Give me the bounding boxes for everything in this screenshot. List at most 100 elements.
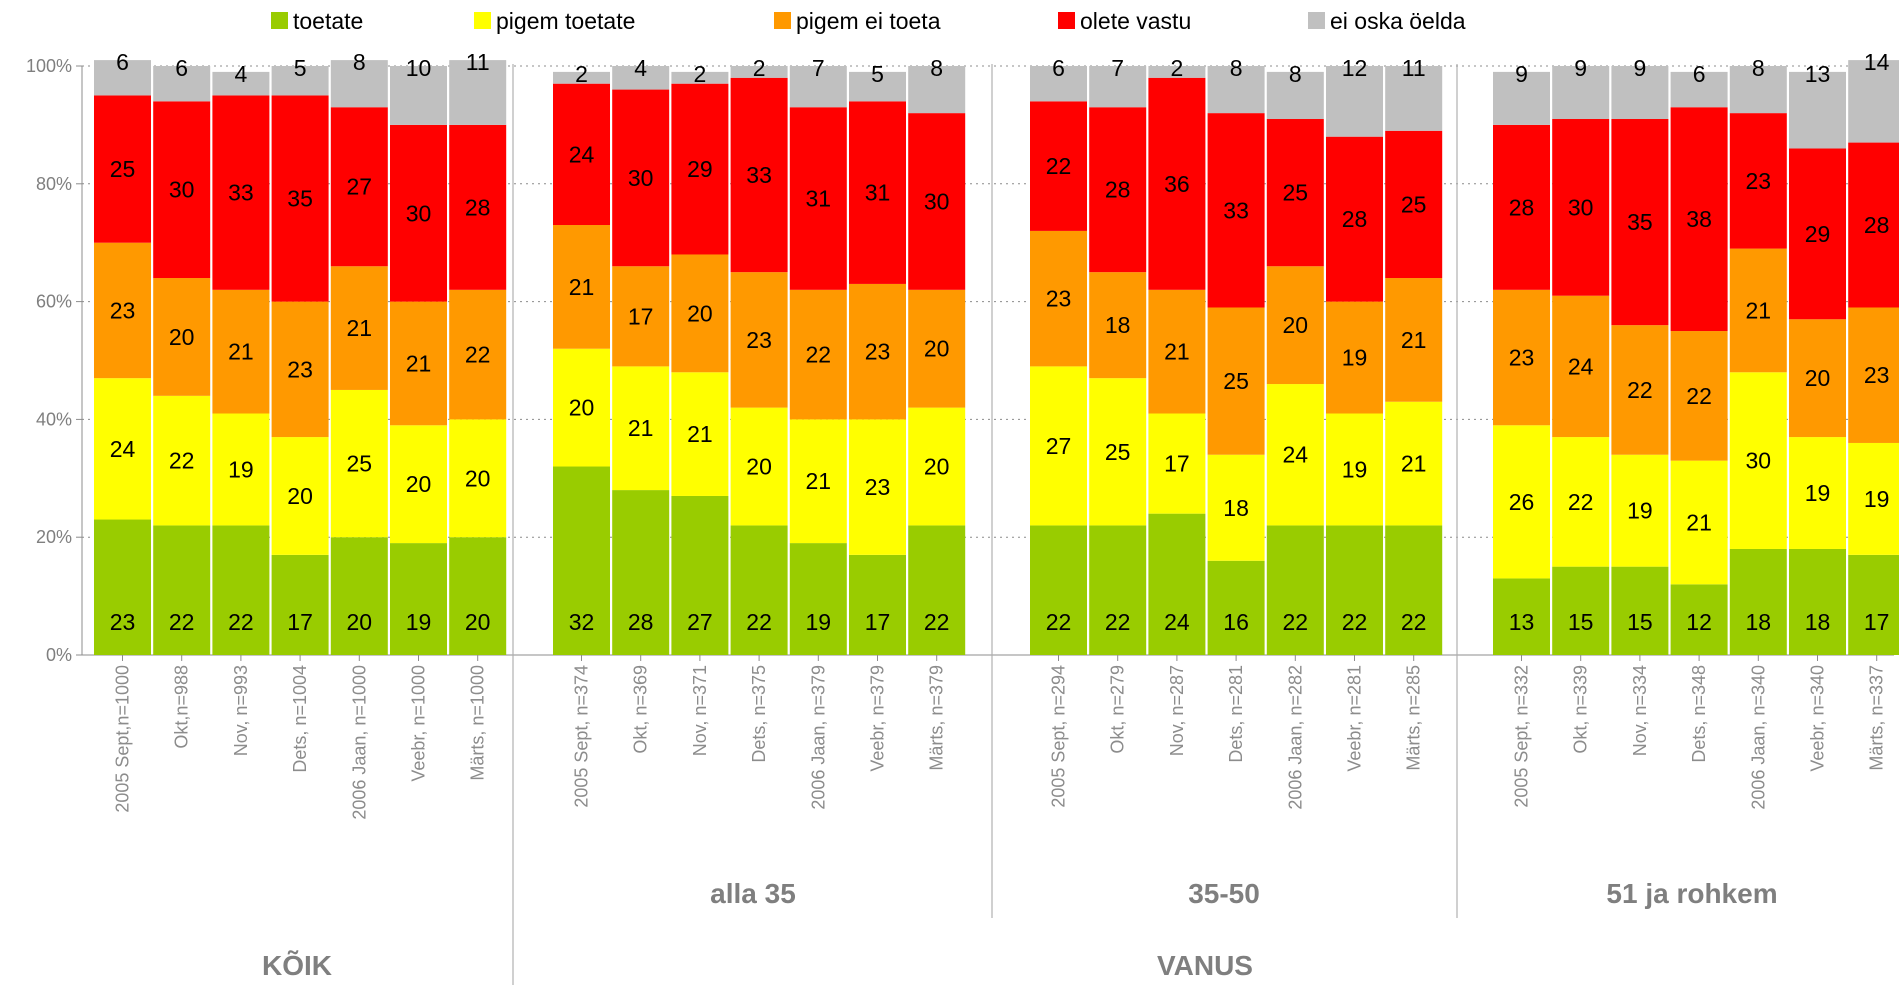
bar-segment (153, 525, 211, 655)
category-label: 2006 Jaan, n=282 (1285, 665, 1305, 810)
category-label: 2005 Sept,n=1000 (113, 665, 133, 813)
bar-segment (449, 537, 507, 655)
category-label: 2006 Jaan, n=379 (808, 665, 828, 810)
category-label: Nov, n=287 (1167, 665, 1187, 756)
data-label: 22 (1568, 489, 1594, 515)
data-label: 2 (1171, 55, 1184, 81)
bar-segment (1030, 230, 1087, 367)
data-label: 31 (865, 180, 891, 206)
data-label: 17 (287, 609, 313, 635)
legend-swatch (474, 12, 491, 29)
data-label: 15 (1627, 609, 1653, 635)
bar-segment (1266, 119, 1324, 267)
bar-segment (1207, 454, 1265, 561)
data-label: 25 (1401, 191, 1427, 217)
bar-segment (730, 525, 788, 655)
data-label: 19 (1864, 486, 1890, 512)
data-label: 11 (1402, 55, 1426, 81)
bar-segment (1670, 584, 1728, 655)
legend-label: pigem toetate (496, 8, 635, 34)
section-label: KÕIK (262, 950, 332, 981)
category-label: Okt,n=988 (172, 665, 192, 749)
bar-segment (330, 107, 388, 267)
data-label: 20 (746, 454, 772, 480)
bar-segment (1670, 71, 1728, 108)
data-label: 28 (465, 194, 491, 220)
data-label: 22 (806, 342, 832, 368)
data-label: 13 (1509, 609, 1535, 635)
bar-segment (1493, 289, 1550, 426)
data-label: 22 (228, 609, 254, 635)
category-label: 2005 Sept, n=332 (1512, 665, 1532, 808)
data-label: 27 (687, 609, 713, 635)
bar-segment (612, 266, 670, 367)
bar-segment (1729, 66, 1787, 114)
bar-segment (1611, 454, 1669, 567)
bar-segment (1385, 278, 1443, 402)
data-label: 22 (465, 342, 491, 368)
bar-segment (553, 348, 610, 467)
data-label: 21 (806, 468, 832, 494)
category-label: Märts, n=285 (1404, 665, 1424, 771)
data-label: 15 (1568, 609, 1594, 635)
data-label: 11 (466, 49, 490, 75)
bar-segment (789, 419, 847, 544)
data-label: 19 (806, 609, 832, 635)
bar-segment (1493, 124, 1550, 290)
bar-segment (212, 413, 270, 526)
bar-segment (908, 113, 966, 290)
data-label: 8 (1289, 61, 1302, 87)
bar-segment (271, 66, 329, 96)
y-tick-label: 40% (36, 409, 72, 429)
data-label: 33 (228, 180, 254, 206)
data-label: 23 (1864, 362, 1890, 388)
bar-segment (671, 71, 729, 84)
data-label: 22 (1401, 609, 1427, 635)
data-label: 18 (1105, 312, 1131, 338)
data-label: 12 (1342, 55, 1368, 81)
bar-segment (789, 543, 847, 655)
bar-segment (908, 407, 966, 526)
data-label: 6 (175, 55, 188, 81)
data-label: 38 (1686, 206, 1712, 232)
data-label: 21 (347, 315, 373, 341)
data-label: 13 (1805, 61, 1831, 87)
data-label: 24 (1283, 442, 1309, 468)
bar-segment (1670, 331, 1728, 461)
category-label: Veebr, n=281 (1345, 665, 1365, 772)
bar-segment (271, 554, 329, 655)
bar-segment (1148, 513, 1206, 655)
bar-segment (1611, 119, 1669, 326)
legend-label: toetate (293, 8, 363, 34)
category-label: Dets, n=281 (1226, 665, 1246, 763)
data-label: 21 (687, 421, 713, 447)
data-label: 21 (628, 415, 654, 441)
bar-segment (671, 372, 729, 496)
data-label: 25 (347, 451, 373, 477)
data-label: 20 (169, 324, 195, 350)
data-label: 24 (110, 436, 136, 462)
bar-segment (1552, 66, 1610, 120)
data-label: 24 (1164, 609, 1190, 635)
y-tick-label: 100% (26, 56, 72, 76)
category-label: Okt, n=369 (631, 665, 651, 754)
bar-segment (1148, 413, 1206, 514)
bar-segment (212, 71, 270, 96)
bar-segment (1266, 71, 1324, 120)
category-label: Märts, n=1000 (468, 665, 488, 781)
category-label: 2005 Sept, n=374 (572, 665, 592, 808)
data-label: 27 (347, 174, 373, 200)
bar-segment (449, 419, 507, 538)
data-label: 6 (1693, 61, 1706, 87)
data-label: 9 (1574, 55, 1587, 81)
data-label: 18 (1746, 609, 1772, 635)
legend-swatch (271, 12, 288, 29)
bar-segment (1729, 113, 1787, 249)
bar-segment (1789, 548, 1846, 655)
data-label: 20 (465, 609, 491, 635)
data-label: 2 (753, 55, 766, 81)
category-label: 2006 Jaan, n=340 (1748, 665, 1768, 810)
data-label: 24 (1568, 353, 1594, 379)
